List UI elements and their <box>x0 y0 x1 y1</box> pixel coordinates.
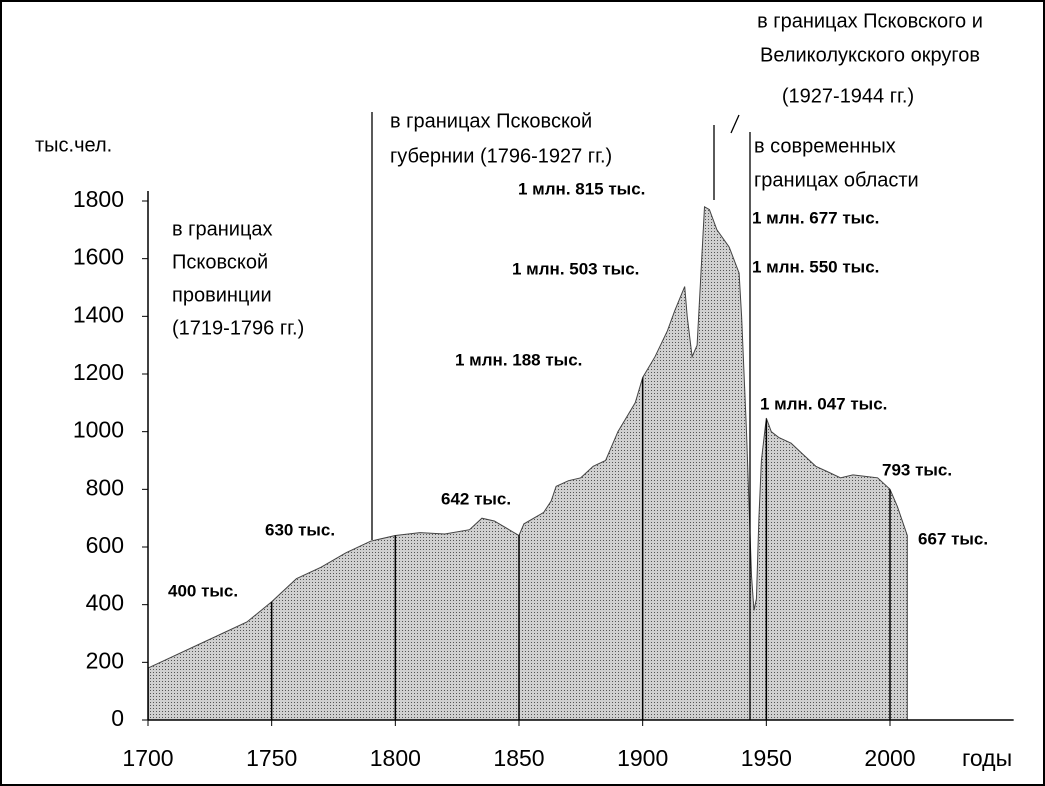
annotation: 1 млн. 677 тыс. <box>752 208 879 227</box>
y-tick-label: 1400 <box>73 301 124 327</box>
annotation: 630 тыс. <box>265 520 335 539</box>
region-label: в современных <box>754 135 896 157</box>
region-label: в границах <box>172 218 273 240</box>
y-tick-label: 200 <box>86 647 124 673</box>
y-tick-label: 1000 <box>73 417 124 443</box>
region-label: провинции <box>172 284 272 306</box>
y-axis-label: тыс.чел. <box>35 134 112 156</box>
annotation: 1 млн. 188 тыс. <box>455 350 582 369</box>
boundary-line <box>730 114 740 134</box>
region-label: губернии (1796-1927 гг.) <box>390 145 612 167</box>
x-tick-label: 1750 <box>246 745 297 771</box>
y-tick-label: 1600 <box>73 244 124 270</box>
annotation: 400 тыс. <box>168 581 238 600</box>
region-label: в границах Псковской <box>390 110 592 132</box>
area <box>147 205 908 721</box>
x-tick-label: 2000 <box>864 745 915 771</box>
x-tick-label: 1950 <box>741 745 792 771</box>
annotation: 1 млн. 550 тыс. <box>752 257 879 276</box>
y-tick-label: 600 <box>86 532 124 558</box>
annotation: 1 млн. 503 тыс. <box>512 259 639 278</box>
x-axis-label: годы <box>962 745 1012 771</box>
annotation: 642 тыс. <box>441 489 511 508</box>
y-tick-label: 0 <box>111 705 124 731</box>
x-tick-label: 1700 <box>122 745 173 771</box>
annotation: 793 тыс. <box>882 460 952 479</box>
annotation: 667 тыс. <box>918 529 988 548</box>
y-tick-label: 400 <box>86 590 124 616</box>
annotation: 1 млн. 815 тыс. <box>518 179 645 198</box>
region-label: Псковской <box>172 251 268 273</box>
y-tick-label: 800 <box>86 474 124 500</box>
annotation: 1 млн. 047 тыс. <box>760 394 887 413</box>
x-tick-label: 1800 <box>370 745 421 771</box>
region-label: Великолукского округов <box>760 44 980 66</box>
region-label: в границах Псковского и <box>757 10 983 32</box>
x-tick-label: 1900 <box>617 745 668 771</box>
region-label: (1927-1944 гг.) <box>782 85 914 107</box>
y-tick-label: 1200 <box>73 359 124 385</box>
region-label: (1719-1796 гг.) <box>172 317 304 339</box>
region-label: границах области <box>754 169 919 191</box>
y-tick-label: 1800 <box>73 186 124 212</box>
x-tick-label: 1850 <box>493 745 544 771</box>
